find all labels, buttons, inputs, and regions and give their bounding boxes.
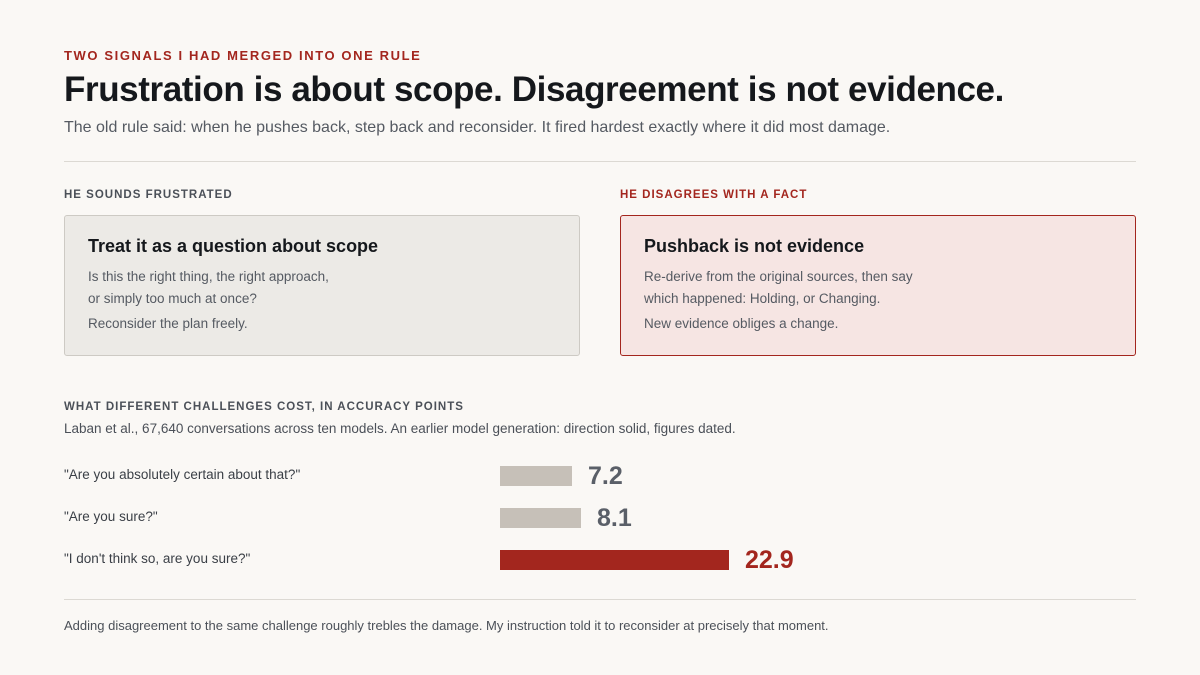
bar-category-label: "I don't think so, are you sure?" — [64, 551, 251, 566]
scope-card-note: Reconsider the plan freely. — [88, 316, 248, 331]
eyebrow: Two signals I had merged into one rule — [64, 48, 422, 63]
footer-divider — [64, 599, 1136, 600]
page-subtitle: The old rule said: when he pushes back, … — [64, 119, 891, 136]
scope-card-title: Treat it as a question about scope — [88, 236, 379, 256]
bar-value-label: 7.2 — [588, 462, 623, 490]
accuracy-cost-bar-chart: "Are you absolutely certain about that?"… — [64, 450, 1136, 580]
page-title: Frustration is about scope. Disagreement… — [64, 70, 1004, 109]
evidence-card-title: Pushback is not evidence — [644, 236, 865, 256]
bar-category-label: "Are you absolutely certain about that?" — [64, 467, 301, 482]
disagrees-column-label: He disagrees with a fact — [620, 189, 808, 201]
header-divider — [64, 161, 1136, 162]
evidence-card-note: New evidence obliges a change. — [644, 316, 839, 331]
bar — [500, 508, 581, 528]
scope-card: Treat it as a question about scope Is th… — [64, 215, 580, 356]
footer-note: Adding disagreement to the same challeng… — [64, 618, 829, 633]
evidence-card: Pushback is not evidence Re-derive from … — [620, 215, 1136, 356]
bar — [500, 466, 572, 486]
scope-card-line: Is this the right thing, the right appro… — [88, 269, 329, 284]
chart-heading: What different challenges cost, in accur… — [64, 401, 464, 413]
evidence-card-line: Re-derive from the original sources, the… — [644, 269, 913, 284]
bar — [500, 550, 729, 570]
bar-value-label: 22.9 — [745, 546, 794, 574]
bar-category-label: "Are you sure?" — [64, 509, 158, 524]
scope-card-line: or simply too much at once? — [88, 291, 257, 306]
bar-value-label: 8.1 — [597, 504, 632, 532]
frustrated-column-label: He sounds frustrated — [64, 189, 233, 201]
chart-subheading: Laban et al., 67,640 conversations acros… — [64, 421, 736, 436]
evidence-card-line: which happened: Holding, or Changing. — [644, 291, 881, 306]
